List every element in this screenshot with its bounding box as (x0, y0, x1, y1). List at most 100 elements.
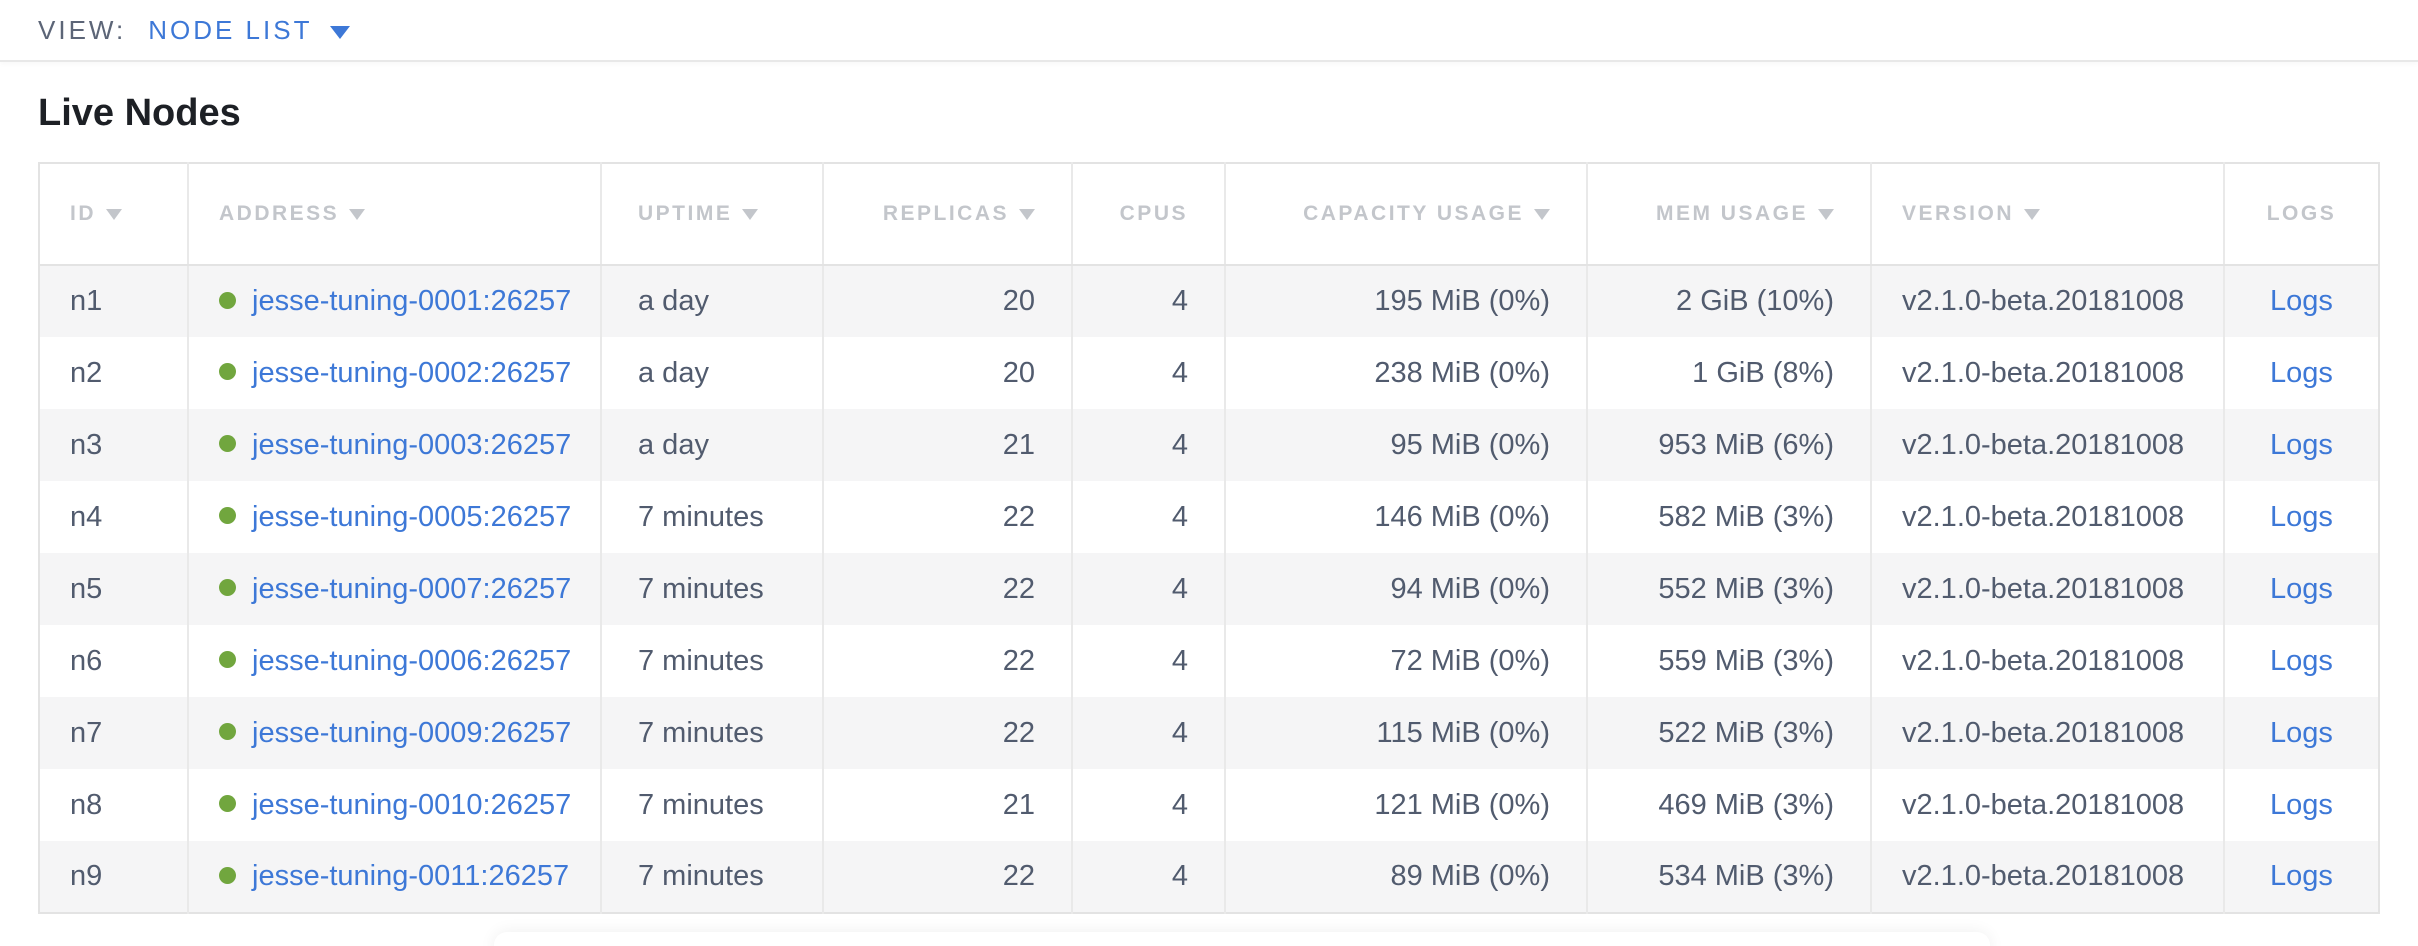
column-header-capacity-usage[interactable]: CAPACITY USAGE (1224, 163, 1587, 266)
table-body: n1 jesse-tuning-0001:26257 a day 20 4 19… (39, 265, 2379, 913)
node-address-cell: jesse-tuning-0007:26257 (187, 553, 601, 625)
cpus-cell: 4 (1071, 481, 1225, 553)
uptime-cell: 7 minutes (600, 841, 823, 913)
sort-arrow-icon (1534, 209, 1550, 220)
capacity-usage-cell: 146 MiB (0%) (1224, 481, 1587, 553)
column-header-uptime[interactable]: UPTIME (600, 163, 823, 266)
chevron-down-icon (330, 25, 351, 39)
sort-arrow-icon (2024, 209, 2041, 220)
node-address-cell: jesse-tuning-0001:26257 (187, 265, 601, 337)
node-address-link[interactable]: jesse-tuning-0003:26257 (252, 428, 572, 461)
logs-link[interactable]: Logs (2270, 716, 2333, 749)
logs-link[interactable]: Logs (2270, 572, 2333, 605)
replicas-cell: 22 (822, 553, 1072, 625)
table-row: n7 jesse-tuning-0009:26257 7 minutes 22 … (39, 697, 2379, 769)
column-header-address[interactable]: ADDRESS (187, 163, 601, 266)
column-header-mem-usage[interactable]: MEM USAGE (1586, 163, 1871, 266)
node-id-cell: n7 (70, 716, 103, 749)
column-header-version[interactable]: VERSION (1870, 163, 2224, 266)
node-id-cell: n5 (70, 572, 103, 605)
capacity-usage-cell: 72 MiB (0%) (1224, 625, 1587, 697)
node-address-cell: jesse-tuning-0002:26257 (187, 337, 601, 409)
logs-link[interactable]: Logs (2270, 285, 2333, 317)
column-header-cpus: CPUS (1071, 163, 1225, 266)
live-nodes-table: ID ADDRESS UPTIME REPLICAS CPUS (38, 162, 2380, 914)
column-header-logs: LOGS (2223, 163, 2379, 266)
table-row: n6 jesse-tuning-0006:26257 7 minutes 22 … (39, 625, 2379, 697)
mem-usage-cell: 522 MiB (3%) (1586, 697, 1871, 769)
node-address-link[interactable]: jesse-tuning-0011:26257 (252, 860, 570, 892)
logs-cell: Logs (2223, 625, 2379, 697)
node-address-link[interactable]: jesse-tuning-0010:26257 (252, 788, 572, 821)
cpus-cell: 4 (1071, 697, 1225, 769)
uptime-cell: 7 minutes (600, 553, 823, 625)
version-cell: v2.1.0-beta.20181008 (1870, 337, 2224, 409)
capacity-usage-cell: 121 MiB (0%) (1224, 769, 1587, 841)
capacity-usage-cell: 115 MiB (0%) (1224, 697, 1587, 769)
header-row: ID ADDRESS UPTIME REPLICAS CPUS (39, 163, 2379, 266)
node-address-cell: jesse-tuning-0010:26257 (187, 769, 601, 841)
node-address-link[interactable]: jesse-tuning-0001:26257 (252, 285, 572, 317)
cpus-cell: 4 (1071, 265, 1225, 337)
live-nodes-table-container: ID ADDRESS UPTIME REPLICAS CPUS (38, 162, 2380, 914)
table-row: n8 jesse-tuning-0010:26257 7 minutes 21 … (39, 769, 2379, 841)
node-address-link[interactable]: jesse-tuning-0005:26257 (252, 500, 572, 533)
node-address-link[interactable]: jesse-tuning-0007:26257 (252, 572, 572, 605)
replicas-cell: 20 (822, 337, 1072, 409)
logs-link[interactable]: Logs (2270, 644, 2333, 677)
view-selector-dropdown[interactable]: NODE LIST (148, 15, 351, 46)
replicas-cell: 22 (822, 481, 1072, 553)
mem-usage-cell: 1 GiB (8%) (1586, 337, 1871, 409)
node-address-cell: jesse-tuning-0005:26257 (187, 481, 601, 553)
column-header-replicas[interactable]: REPLICAS (822, 163, 1072, 266)
cpus-cell: 4 (1071, 769, 1225, 841)
node-id-cell: n4 (70, 500, 103, 533)
capacity-usage-cell: 238 MiB (0%) (1224, 337, 1587, 409)
sort-arrow-icon (1818, 209, 1834, 220)
capacity-usage-cell: 195 MiB (0%) (1224, 265, 1587, 337)
logs-link[interactable]: Logs (2270, 788, 2333, 821)
node-address-link[interactable]: jesse-tuning-0002:26257 (252, 356, 572, 389)
logs-cell: Logs (2223, 841, 2379, 913)
page-title: Live Nodes (38, 92, 241, 134)
mem-usage-cell: 559 MiB (3%) (1586, 625, 1871, 697)
live-status-dot-icon (219, 795, 236, 813)
sort-arrow-icon (106, 209, 122, 220)
node-address-cell: jesse-tuning-0003:26257 (187, 409, 601, 481)
uptime-cell: 7 minutes (600, 769, 823, 841)
sort-arrow-icon (742, 209, 759, 220)
node-id-cell: n9 (70, 860, 103, 892)
logs-cell: Logs (2223, 697, 2379, 769)
version-cell: v2.1.0-beta.20181008 (1870, 769, 2224, 841)
capacity-usage-cell: 89 MiB (0%) (1224, 841, 1587, 913)
capacity-usage-cell: 94 MiB (0%) (1224, 553, 1587, 625)
logs-cell: Logs (2223, 265, 2379, 337)
live-status-dot-icon (219, 579, 236, 597)
replicas-cell: 21 (822, 769, 1072, 841)
cpus-cell: 4 (1071, 337, 1225, 409)
table-row: n5 jesse-tuning-0007:26257 7 minutes 22 … (39, 553, 2379, 625)
sort-arrow-icon (349, 209, 366, 220)
logs-link[interactable]: Logs (2270, 860, 2333, 892)
table-row: n4 jesse-tuning-0005:26257 7 minutes 22 … (39, 481, 2379, 553)
version-cell: v2.1.0-beta.20181008 (1870, 553, 2224, 625)
node-id-cell: n3 (70, 428, 103, 461)
logs-link[interactable]: Logs (2270, 428, 2333, 461)
uptime-cell: 7 minutes (600, 625, 823, 697)
mem-usage-cell: 2 GiB (10%) (1586, 265, 1871, 337)
cpus-cell: 4 (1071, 841, 1225, 913)
uptime-cell: a day (600, 337, 823, 409)
replicas-cell: 21 (822, 409, 1072, 481)
node-address-link[interactable]: jesse-tuning-0006:26257 (252, 644, 572, 677)
logs-link[interactable]: Logs (2270, 356, 2333, 389)
table-header: ID ADDRESS UPTIME REPLICAS CPUS (39, 163, 2379, 266)
uptime-cell: a day (600, 265, 823, 337)
node-id-cell: n6 (70, 644, 103, 677)
version-cell: v2.1.0-beta.20181008 (1870, 841, 2224, 913)
column-header-id[interactable]: ID (39, 163, 188, 266)
replicas-cell: 22 (822, 697, 1072, 769)
node-id-cell: n8 (70, 788, 103, 821)
node-address-link[interactable]: jesse-tuning-0009:26257 (252, 716, 572, 749)
logs-link[interactable]: Logs (2270, 500, 2333, 533)
